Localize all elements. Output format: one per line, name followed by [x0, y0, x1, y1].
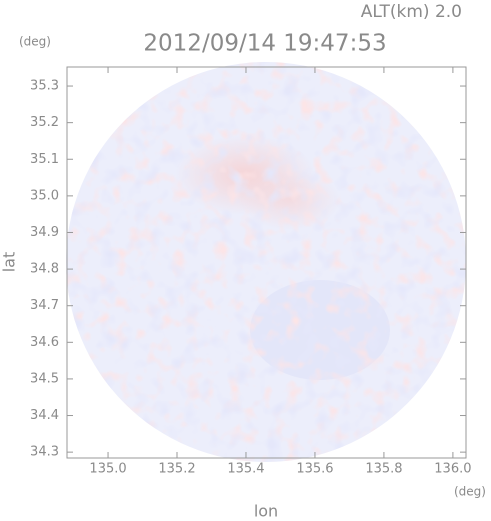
radar-image [66, 62, 466, 462]
x-tick-label: 136.0 [434, 462, 471, 477]
x-tick-label: 135.4 [227, 462, 264, 477]
y-tick-label: 34.4 [30, 408, 59, 423]
y-tick-label: 35.3 [30, 79, 59, 94]
y-tick-label: 34.9 [30, 225, 59, 240]
y-tick-label: 34.5 [30, 371, 59, 386]
y-tick-label: 34.6 [30, 335, 59, 350]
y-tick-label: 35.2 [30, 115, 59, 130]
y-tick-label: 35.1 [30, 152, 59, 167]
y-tick-label: 34.8 [30, 262, 59, 277]
y-tick-label: 35.0 [30, 188, 59, 203]
y-axis-label: lat [0, 252, 19, 273]
y-unit: (deg) [19, 35, 51, 49]
x-tick-label: 135.6 [296, 462, 333, 477]
altitude-label: ALT(km) 2.0 [361, 2, 462, 22]
x-tick-label: 135.8 [365, 462, 402, 477]
y-tick-label: 34.3 [30, 445, 59, 460]
plot-frame [66, 66, 467, 459]
y-tick-label: 34.7 [30, 298, 59, 313]
chart-title: 2012/09/14 19:47:53 [143, 31, 386, 57]
x-tick-label: 135.0 [89, 462, 126, 477]
x-unit: (deg) [454, 485, 486, 499]
x-tick-label: 135.2 [158, 462, 195, 477]
x-axis-label: lon [254, 502, 278, 521]
